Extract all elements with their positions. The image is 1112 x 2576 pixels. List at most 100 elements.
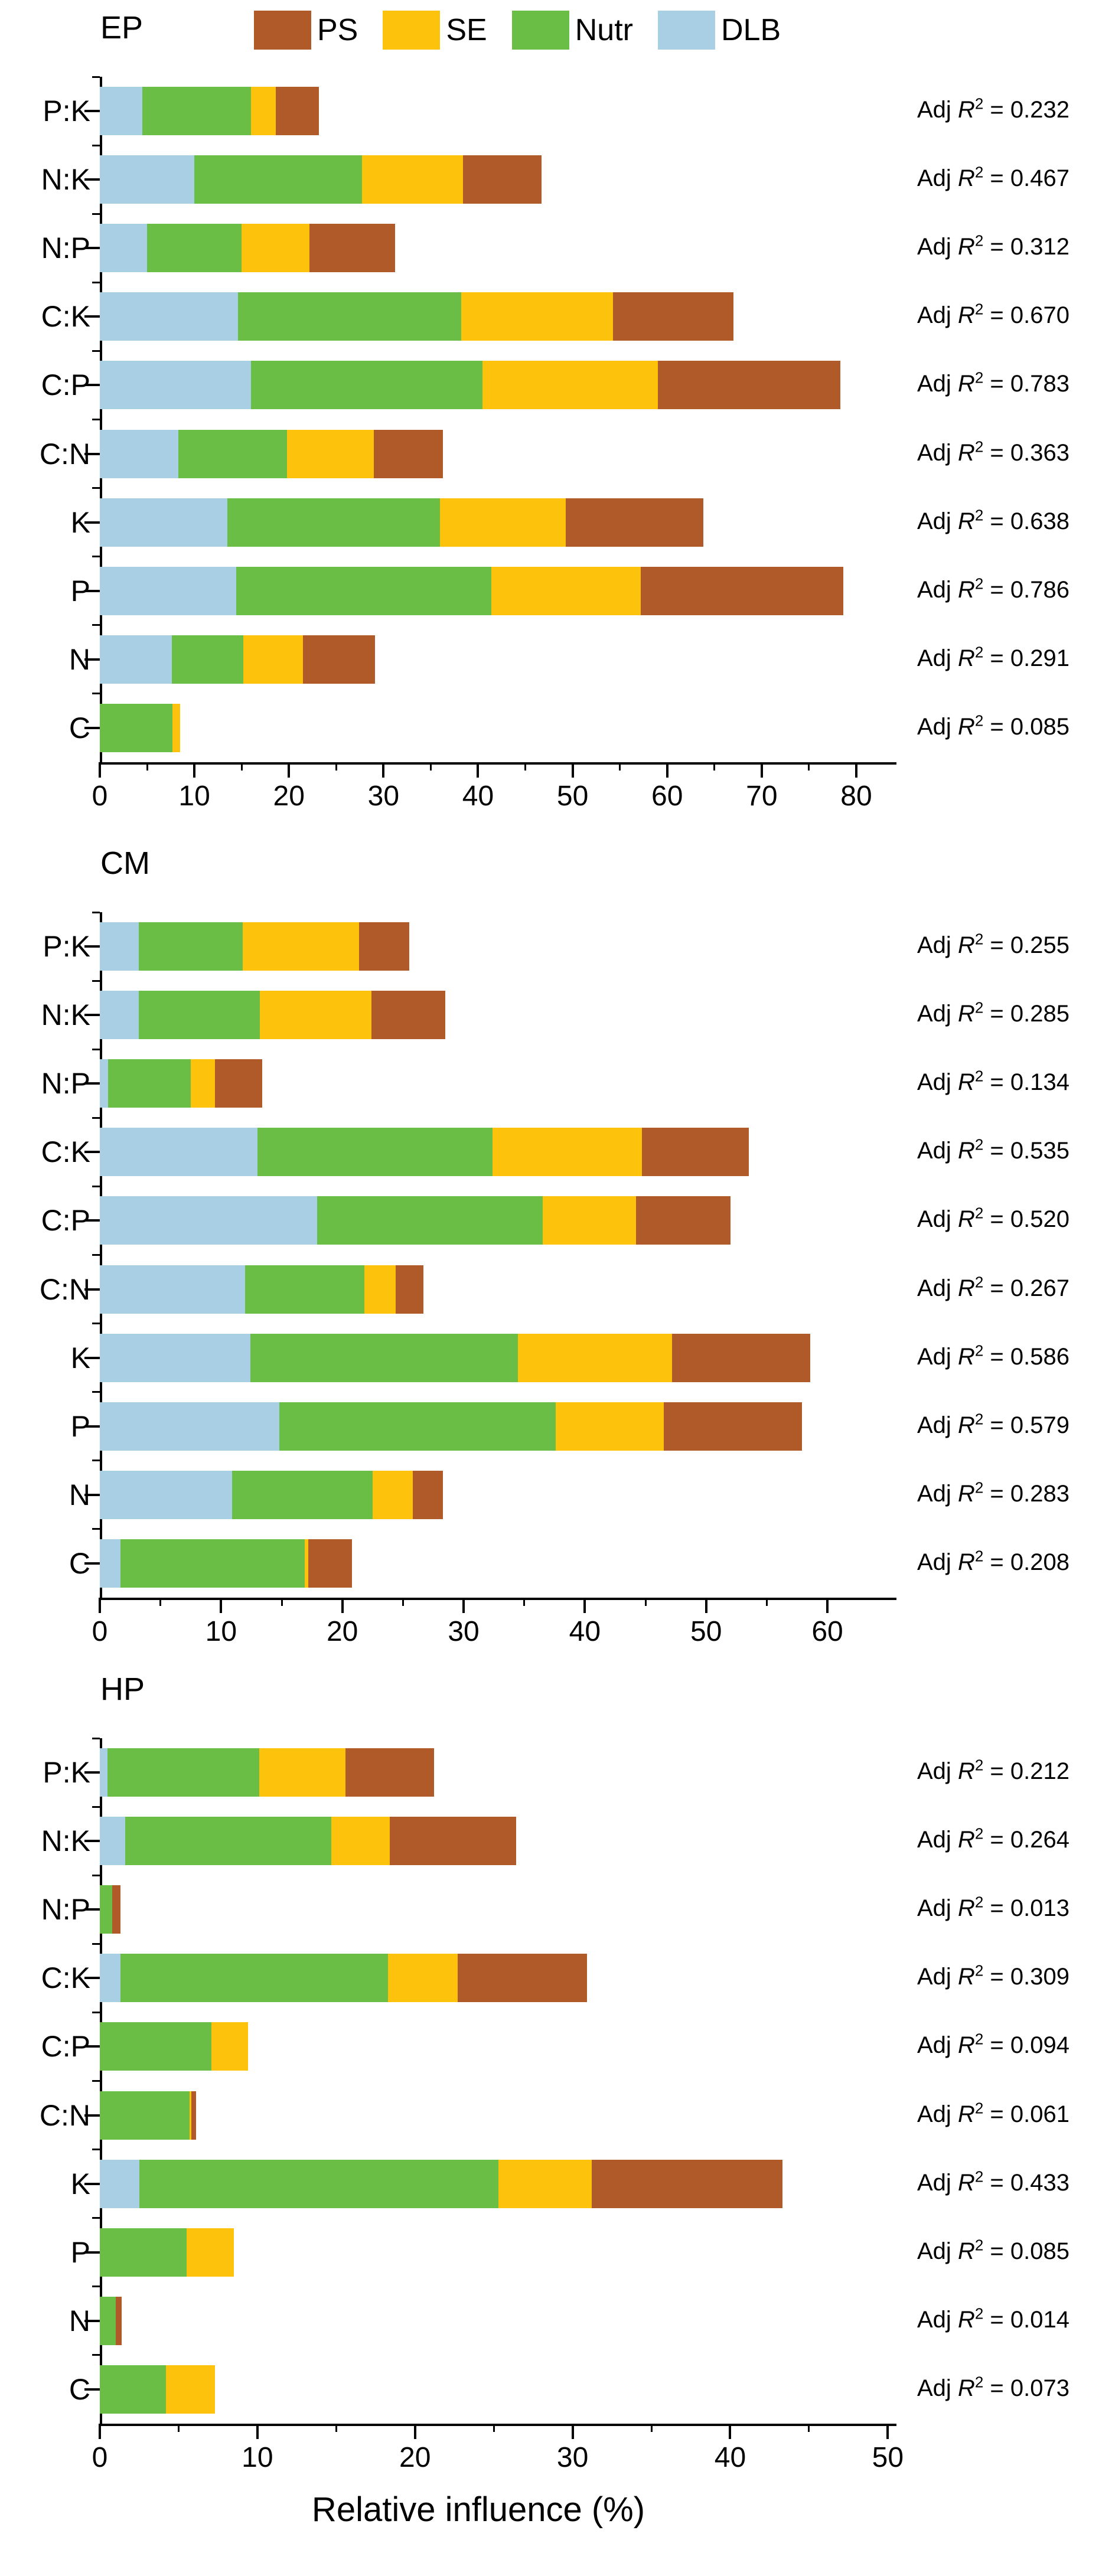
bar-segment-se <box>542 1196 636 1245</box>
bar-segment-nutr <box>107 1748 259 1797</box>
bar-segment-se <box>190 2091 191 2140</box>
bar-segment-ps <box>462 155 542 204</box>
category-label: K <box>70 1341 90 1374</box>
bar-segment-se <box>260 991 371 1040</box>
bar-segment-nutr <box>178 429 288 478</box>
bar-segment-nutr <box>279 1402 556 1451</box>
y-axis-tick <box>84 1425 100 1428</box>
category-label: C:K <box>41 1135 90 1169</box>
bar-segment-dlb <box>100 922 139 971</box>
category-label: P:K <box>43 94 90 128</box>
y-axis-tick <box>84 178 100 181</box>
bar-segment-nutr <box>257 1128 493 1177</box>
category-label: P <box>70 2235 90 2269</box>
panel-title: EP <box>100 10 144 45</box>
x-axis-minor-tick <box>493 2424 495 2432</box>
y-axis-minor-tick <box>92 2217 100 2219</box>
bar-segment-ps <box>374 429 444 478</box>
bar-segment-nutr <box>100 2296 116 2345</box>
category-label: N <box>69 2304 90 2337</box>
bar-segment-ps <box>657 361 840 410</box>
category-label: P:K <box>43 1756 90 1790</box>
y-axis-minor-tick <box>92 1528 100 1530</box>
adj-r2-label: Adj R2 = 0.433 <box>917 2167 1069 2196</box>
x-axis-minor-tick <box>524 762 527 770</box>
x-axis-tick <box>571 762 574 778</box>
y-axis-minor-tick <box>92 624 100 626</box>
adj-r2-label: Adj R2 = 0.208 <box>917 1547 1069 1575</box>
category-label: N:P <box>41 1893 90 1927</box>
y-axis-tick <box>84 1977 100 1980</box>
bar-segment-ps <box>672 1333 811 1382</box>
bar-segment-se <box>556 1402 664 1451</box>
category-label: N:K <box>41 163 90 197</box>
x-axis-minor-tick <box>402 1598 404 1606</box>
bar-segment-nutr <box>237 292 461 341</box>
y-axis-minor-tick <box>92 1116 100 1119</box>
bar-segment-dlb <box>100 361 252 410</box>
adj-r2-label: Adj R2 = 0.520 <box>917 1204 1069 1233</box>
y-axis-minor-tick <box>92 487 100 489</box>
bar-segment-dlb <box>100 498 228 547</box>
y-axis-minor-tick <box>92 1806 100 1808</box>
adj-r2-label: Adj R2 = 0.085 <box>917 711 1069 740</box>
x-tick-label: 70 <box>746 781 778 812</box>
x-tick-label: 30 <box>448 1616 480 1647</box>
x-tick-label: 40 <box>569 1616 601 1647</box>
y-axis-minor-tick <box>92 2011 100 2013</box>
category-label: C:N <box>39 437 90 471</box>
bar-segment-ps <box>308 1539 353 1588</box>
bar-segment-ps <box>191 2091 196 2140</box>
y-axis-tick <box>84 1908 100 1911</box>
y-axis-minor-tick <box>92 1737 100 1739</box>
bar-segment-se <box>493 1128 642 1177</box>
bar-segment-dlb <box>100 1059 109 1108</box>
y-axis-tick <box>84 1014 100 1017</box>
y-axis-tick <box>84 1840 100 1843</box>
x-tick-label: 20 <box>273 781 305 812</box>
bar-segment-ps <box>613 292 733 341</box>
bar-segment-dlb <box>100 1954 120 2003</box>
adj-r2-label: Adj R2 = 0.312 <box>917 231 1069 260</box>
y-axis-tick <box>84 2251 100 2254</box>
bar-segment-nutr <box>138 922 243 971</box>
adj-r2-label: Adj R2 = 0.212 <box>917 1756 1069 1785</box>
x-tick-label: 50 <box>690 1616 722 1647</box>
y-axis-minor-tick <box>92 1323 100 1325</box>
bar-segment-se <box>259 1748 346 1797</box>
y-axis-minor-tick <box>92 350 100 352</box>
bar-segment-se <box>243 922 360 971</box>
x-axis-minor-tick <box>650 2424 653 2432</box>
x-axis-minor-tick <box>159 1598 162 1606</box>
bar-segment-ps <box>371 991 446 1040</box>
x-axis-tick <box>193 762 196 778</box>
panel-title: CM <box>100 845 150 881</box>
y-axis-tick <box>84 1151 100 1154</box>
adj-r2-label: Adj R2 = 0.309 <box>917 1962 1069 1990</box>
x-tick-label: 50 <box>556 781 589 812</box>
x-axis-minor-tick <box>335 762 337 770</box>
y-axis-tick <box>84 2045 100 2048</box>
y-axis-tick <box>84 1771 100 1774</box>
category-label: K <box>70 2167 90 2200</box>
bar-segment-nutr <box>194 155 362 204</box>
x-tick-label: 10 <box>178 781 210 812</box>
x-axis-tick <box>99 762 101 778</box>
x-axis-tick <box>99 2424 101 2439</box>
y-axis-tick <box>84 1288 100 1291</box>
x-axis-tick <box>220 1598 223 1613</box>
y-axis-tick <box>84 521 100 524</box>
x-axis-tick <box>583 1598 586 1613</box>
y-axis-tick <box>84 1493 100 1496</box>
x-axis-tick <box>382 762 385 778</box>
x-tick-label: 40 <box>462 781 494 812</box>
legend: PS SE Nutr DLB <box>254 11 806 50</box>
bar-segment-ps <box>303 635 375 684</box>
adj-r2-label: Adj R2 = 0.013 <box>917 1893 1069 1922</box>
bar-segment-ps <box>640 566 843 615</box>
bar-segment-nutr <box>317 1196 543 1245</box>
bar-segment-dlb <box>100 155 195 204</box>
category-label: C <box>69 1546 90 1580</box>
category-label: P:K <box>43 930 90 964</box>
x-axis-minor-tick <box>240 762 243 770</box>
